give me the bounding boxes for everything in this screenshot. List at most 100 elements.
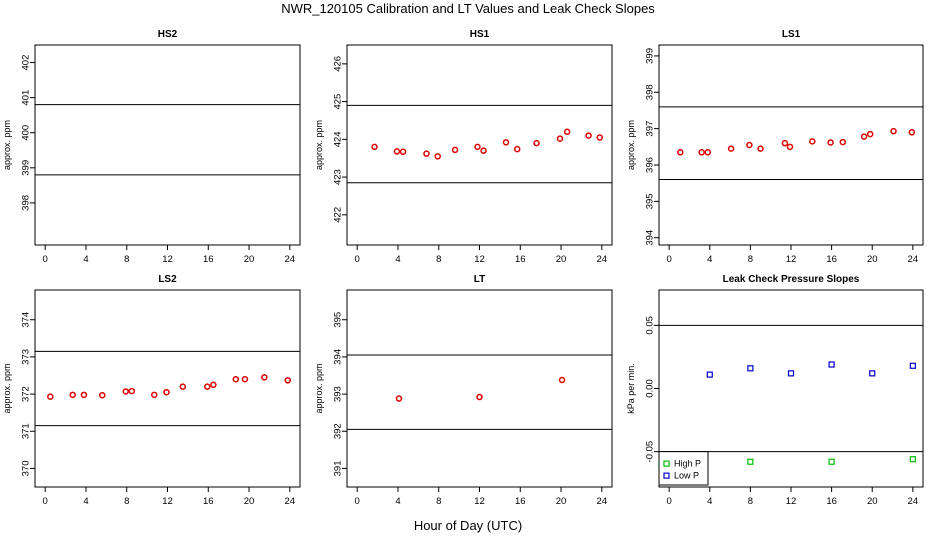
data-point: [399, 148, 407, 156]
data-point: [828, 361, 835, 368]
y-tick-label: 394: [333, 349, 344, 365]
data-point: [371, 143, 378, 151]
data-point: [434, 153, 441, 160]
y-tick-label: 396: [645, 157, 656, 173]
y-tick-label: 400: [21, 125, 32, 141]
x-tick-label: 12: [786, 496, 797, 507]
x-tick-label: 24: [597, 496, 608, 507]
x-tick-label: 16: [203, 254, 214, 265]
plot-frame: [34, 44, 301, 246]
data-point: [890, 127, 897, 135]
x-axis-label: Hour of Day (UTC): [413, 518, 523, 533]
data-point: [69, 391, 76, 399]
y-tick-label: 423: [333, 169, 344, 185]
data-point: [727, 145, 735, 152]
data-point: [502, 139, 510, 146]
data-point: [204, 383, 211, 390]
data-point: [474, 143, 481, 151]
data-point: [698, 149, 705, 156]
data-point: [128, 387, 136, 395]
data-point: [677, 149, 684, 156]
panel-5: Leak Check Pressure Slopes kPa per min. 0 4…: [626, 274, 924, 507]
x-tick-label: 16: [826, 496, 837, 507]
y-tick-label: 397: [645, 121, 656, 137]
data-point: [241, 375, 249, 383]
x-tick-label: 8: [436, 496, 441, 507]
data-point: [80, 391, 88, 399]
data-point: [210, 381, 217, 389]
y-tick-label: 425: [333, 94, 344, 110]
data-point: [866, 130, 874, 138]
data-point: [706, 371, 713, 378]
x-tick-label: 24: [908, 496, 919, 507]
y-tick-label: 392: [333, 423, 344, 439]
y-tick-label: 373: [21, 349, 32, 365]
y-axis-label: approx. ppm: [626, 120, 636, 170]
x-tick-label: 4: [707, 496, 712, 507]
data-point: [908, 129, 916, 136]
x-tick-label: 4: [83, 496, 88, 507]
x-tick-label: 12: [474, 496, 485, 507]
data-point: [232, 375, 240, 383]
data-point: [757, 145, 764, 152]
y-tick-label: 0.05: [645, 316, 656, 335]
x-tick-label: 24: [285, 254, 296, 265]
legend: High P Low P: [658, 451, 709, 486]
y-tick-label: 391: [333, 460, 344, 476]
x-tick-label: 0: [667, 496, 672, 507]
x-tick-label: 20: [867, 254, 878, 265]
data-point: [909, 362, 916, 369]
panel-0: HS2 approx. ppm 0 4 8 12 16 20 24 398 399 400 401 402: [2, 29, 301, 265]
x-tick-label: 8: [124, 496, 129, 507]
data-point: [284, 377, 292, 384]
plot-frame: [34, 289, 301, 488]
data-point: [451, 146, 459, 154]
data-point: [585, 132, 592, 139]
data-point: [122, 388, 129, 395]
y-tick-label: 394: [645, 230, 656, 246]
x-tick-label: 0: [43, 496, 48, 507]
panel-title: HS1: [470, 29, 490, 40]
data-point: [558, 376, 566, 384]
data-point: [909, 456, 916, 463]
data-point: [393, 148, 401, 155]
data-point: [179, 383, 187, 390]
x-tick-label: 20: [556, 254, 567, 265]
x-tick-label: 8: [436, 254, 441, 265]
data-point: [828, 458, 835, 465]
y-tick-label: 424: [333, 131, 344, 147]
y-axis-label: approx. ppm: [2, 120, 12, 170]
x-tick-label: 4: [707, 254, 712, 265]
x-tick-label: 20: [244, 496, 255, 507]
x-tick-label: 20: [244, 254, 255, 265]
x-tick-label: 12: [474, 254, 485, 265]
data-point: [704, 149, 711, 156]
y-axis-label: approx. ppm: [2, 363, 12, 413]
data-point: [99, 391, 106, 399]
y-tick-label: 399: [21, 160, 32, 176]
x-tick-label: 24: [597, 254, 608, 265]
y-tick-label: 401: [21, 90, 32, 106]
data-point: [596, 134, 604, 141]
x-tick-label: 16: [515, 496, 526, 507]
data-point: [163, 388, 170, 396]
x-tick-label: 16: [515, 254, 526, 265]
x-tick-label: 0: [355, 496, 360, 507]
y-tick-label: 398: [645, 84, 656, 100]
y-tick-label: 395: [645, 193, 656, 209]
data-point: [261, 374, 268, 381]
plot-frame: [346, 289, 613, 488]
y-tick-label: -0.05: [645, 441, 656, 463]
x-tick-label: 12: [786, 254, 797, 265]
panel-2: LS1 approx. ppm 0 4 8 12 16 20 24 394 395 396 397 398…: [626, 29, 924, 265]
x-tick-label: 0: [667, 254, 672, 265]
data-point: [781, 139, 789, 147]
panel-title: LS2: [158, 274, 177, 285]
x-tick-label: 20: [867, 496, 878, 507]
panel-title: Leak Check Pressure Slopes: [723, 274, 860, 285]
data-point: [860, 133, 868, 140]
x-tick-label: 4: [83, 254, 88, 265]
data-point: [827, 139, 834, 146]
x-tick-label: 0: [355, 254, 360, 265]
x-tick-label: 4: [395, 496, 400, 507]
